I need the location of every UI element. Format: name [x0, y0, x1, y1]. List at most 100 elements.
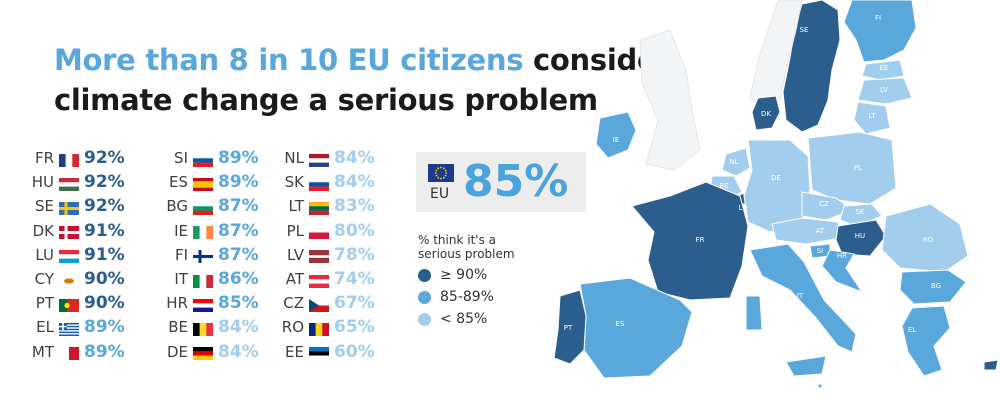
country-row-se: SE 92% — [30, 194, 125, 218]
country-row-pl: PL 80% — [280, 219, 375, 243]
legend-label: < 85% — [440, 311, 488, 327]
country-row-cy: CY 90% — [30, 267, 125, 291]
country-value: 60% — [334, 341, 375, 362]
map-label-el: EL — [908, 326, 916, 334]
legend-swatch — [418, 290, 431, 304]
map-label-lv: LV — [880, 86, 888, 94]
country-row-pt: PT 90% — [30, 291, 125, 315]
map-mt — [817, 383, 823, 389]
map-label-de: DE — [771, 174, 781, 182]
map-label-pl: PL — [854, 164, 862, 172]
lv-flag-icon — [309, 248, 329, 264]
country-value: 84% — [334, 172, 375, 193]
country-code: CZ — [283, 294, 304, 313]
map-fr — [631, 181, 749, 301]
country-row-at: AT 74% — [280, 267, 375, 291]
country-row-es: ES 89% — [164, 170, 259, 194]
map-label-cz: CZ — [819, 200, 829, 208]
legend: % think it's a serious problem ≥ 90% 85-8… — [418, 233, 528, 327]
country-code: DK — [32, 221, 54, 240]
legend-title: % think it's a serious problem — [418, 233, 515, 261]
legend-swatch — [418, 268, 431, 282]
map-at — [771, 217, 841, 245]
country-column-2: SI 89% ES 89% BG 87% IE 87% FI 87% IT 86% HR 85% BE 84%… — [164, 146, 259, 364]
map-label-fi: FI — [875, 14, 881, 22]
bg-flag-icon — [193, 200, 213, 215]
country-value: 89% — [218, 172, 259, 193]
country-row-si: SI 89% — [164, 146, 259, 170]
europe-map: SE FI EE LV LT DK IE NL BE LU DE PL CZ SK AT HU SI HR RO BG… — [553, 0, 999, 398]
legend-item: ≥ 90% — [418, 267, 528, 283]
map-lv — [857, 77, 913, 105]
legend-label: ≥ 90% — [440, 267, 488, 283]
country-value: 92% — [84, 172, 125, 193]
map-cz — [801, 191, 854, 221]
legend-label: 85-89% — [440, 289, 494, 305]
country-code: LV — [287, 245, 304, 264]
country-code: DE — [166, 342, 188, 361]
ro-flag-icon — [309, 321, 329, 336]
country-row-ee: EE 60% — [280, 340, 375, 364]
country-row-nl: NL 84% — [280, 146, 374, 170]
legend-item: 85-89% — [418, 289, 528, 305]
map-hr — [821, 249, 864, 294]
country-code: PL — [286, 221, 304, 240]
country-row-dk: DK 91% — [30, 219, 125, 243]
map-pt — [553, 289, 587, 365]
country-code: PT — [35, 294, 54, 313]
map-label-lt: LT — [868, 112, 876, 120]
country-code: ES — [169, 173, 188, 192]
map-el — [901, 305, 951, 377]
country-code: LT — [288, 197, 304, 216]
country-code: EE — [285, 342, 304, 361]
hu-flag-icon — [59, 176, 79, 191]
country-code: IE — [174, 221, 188, 240]
country-code: NL — [284, 149, 304, 168]
country-row-hr: HR 85% — [164, 291, 259, 315]
map-label-es: ES — [616, 320, 625, 328]
eu-value: 85% — [463, 156, 569, 207]
map-label-dk: DK — [761, 110, 771, 118]
country-row-cz: CZ 67% — [280, 291, 374, 315]
country-code: IT — [174, 270, 188, 289]
legend-items: ≥ 90% 85-89% < 85% — [418, 267, 528, 327]
el-flag-icon — [59, 321, 79, 336]
country-code: LU — [35, 245, 54, 264]
country-value: 87% — [218, 244, 259, 265]
country-row-sk: SK 84% — [280, 170, 375, 194]
country-column-1: FR 92% HU 92% SE 92% DK 91% LU 91% CY 90% PT 90% EL 89%… — [30, 146, 125, 364]
map-label-hu: HU — [855, 232, 865, 240]
country-code: HU — [31, 173, 54, 192]
country-row-el: EL 89% — [30, 315, 125, 339]
country-value: 90% — [84, 293, 125, 314]
map-label-be: BE — [719, 182, 728, 190]
ee-flag-icon — [309, 345, 329, 361]
country-row-hu: HU 92% — [30, 170, 125, 194]
country-row-mt: MT 89% — [30, 340, 125, 364]
country-row-lt: LT 83% — [280, 194, 375, 218]
sk-flag-icon — [309, 176, 329, 191]
map-labels: SE FI EE LV LT DK IE NL BE LU DE PL CZ SK AT HU SI HR RO BG… — [564, 14, 941, 398]
map-label-ee: EE — [880, 64, 889, 72]
map-ie — [595, 111, 637, 159]
country-code: SE — [35, 197, 54, 216]
country-value: 65% — [334, 317, 375, 338]
map-hu — [835, 219, 887, 257]
lu-flag-icon — [59, 248, 79, 264]
map-label-at: AT — [816, 227, 825, 235]
country-value: 80% — [334, 220, 375, 241]
country-code: BG — [166, 197, 188, 216]
fi-flag-icon — [193, 248, 213, 264]
country-row-be: BE 84% — [164, 315, 258, 339]
nl-flag-icon — [309, 152, 329, 167]
map-label-it: IT — [797, 292, 804, 300]
title-highlight: More than 8 in 10 EU citizens — [54, 43, 524, 77]
country-value: 85% — [218, 293, 259, 314]
eu-average-box: EU 85% — [416, 152, 586, 212]
country-row-ie: IE 87% — [164, 219, 259, 243]
fr-flag-icon — [59, 152, 79, 167]
map-lt — [853, 101, 891, 135]
map-label-fr: FR — [696, 236, 705, 244]
country-value: 91% — [84, 220, 125, 241]
mt-flag-icon — [59, 345, 79, 361]
